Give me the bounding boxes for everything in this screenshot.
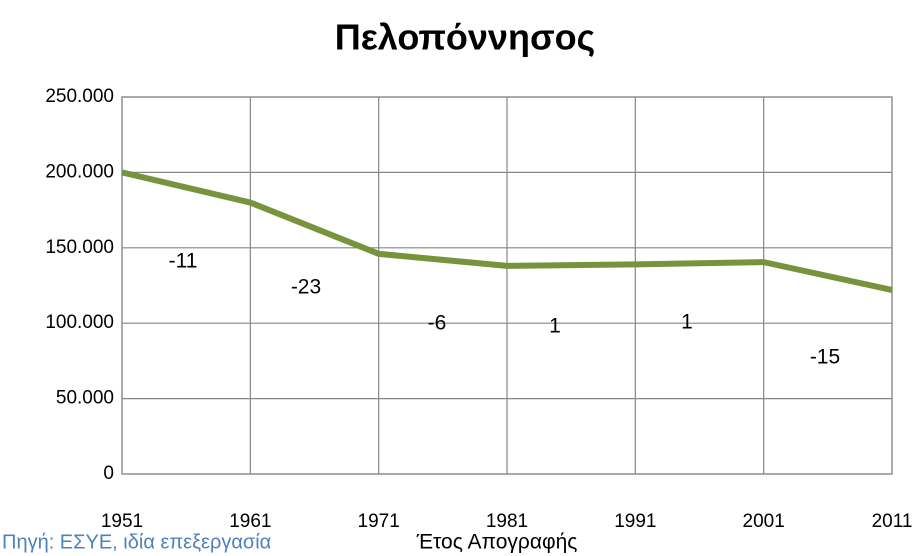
x-tick-label: 2011	[872, 511, 913, 532]
annotation: 1	[681, 311, 693, 334]
y-tick-label: 250.000	[45, 86, 114, 107]
x-axis-label: Έτος Απογραφής	[416, 531, 578, 554]
x-tick-label: 2001	[743, 511, 785, 532]
annotation: -11	[169, 250, 198, 273]
y-tick-label: 100.000	[45, 312, 114, 333]
y-tick-label: 50.000	[56, 388, 114, 409]
x-tick-label: 1961	[229, 511, 271, 532]
y-tick-label: 200.000	[45, 161, 114, 182]
annotation: -6	[428, 312, 447, 335]
x-tick-label: 1971	[358, 511, 400, 532]
y-tick-label: 150.000	[45, 237, 114, 258]
data-line	[121, 169, 893, 293]
y-tick-label: 0	[103, 463, 114, 484]
plot-border	[121, 96, 893, 475]
annotation: -23	[291, 276, 321, 299]
x-tick-label: 1951	[101, 511, 143, 532]
annotation: -15	[810, 346, 840, 369]
chart-title: Πελοπόννησος	[335, 17, 596, 58]
x-tick-label: 1991	[614, 511, 656, 532]
source-note: Πηγή: ΕΣΥΕ, ιδία επεξεργασία	[2, 531, 271, 553]
x-tick-label: 1981	[486, 511, 528, 532]
annotation: 1	[549, 315, 561, 338]
